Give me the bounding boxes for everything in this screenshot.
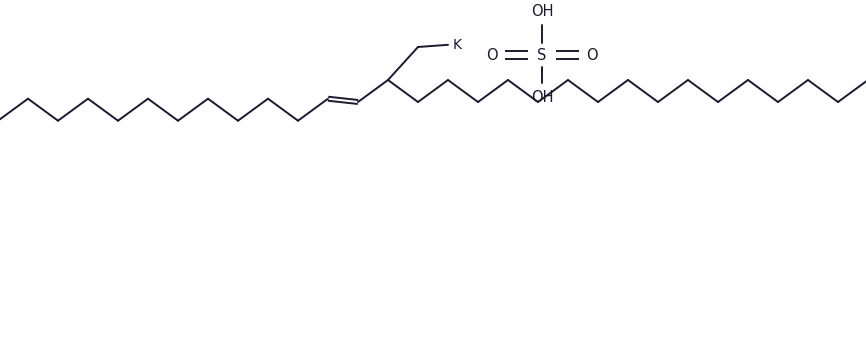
Text: S: S	[537, 47, 546, 63]
Text: OH: OH	[531, 4, 553, 18]
Text: O: O	[586, 47, 598, 63]
Text: OH: OH	[531, 89, 553, 105]
Text: K: K	[453, 38, 462, 52]
Text: O: O	[486, 47, 498, 63]
